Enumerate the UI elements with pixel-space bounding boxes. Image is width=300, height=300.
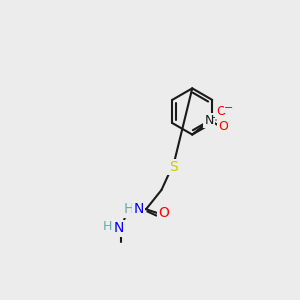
Text: N: N: [205, 114, 214, 127]
Text: +: +: [211, 112, 219, 123]
Text: H: H: [103, 220, 112, 233]
Text: −: −: [224, 103, 233, 112]
Text: N: N: [114, 221, 124, 236]
Text: S: S: [169, 160, 177, 174]
Text: N: N: [133, 202, 143, 216]
Text: O: O: [218, 120, 228, 134]
Text: O: O: [158, 206, 169, 220]
Text: H: H: [124, 202, 134, 216]
Text: O: O: [217, 105, 226, 118]
